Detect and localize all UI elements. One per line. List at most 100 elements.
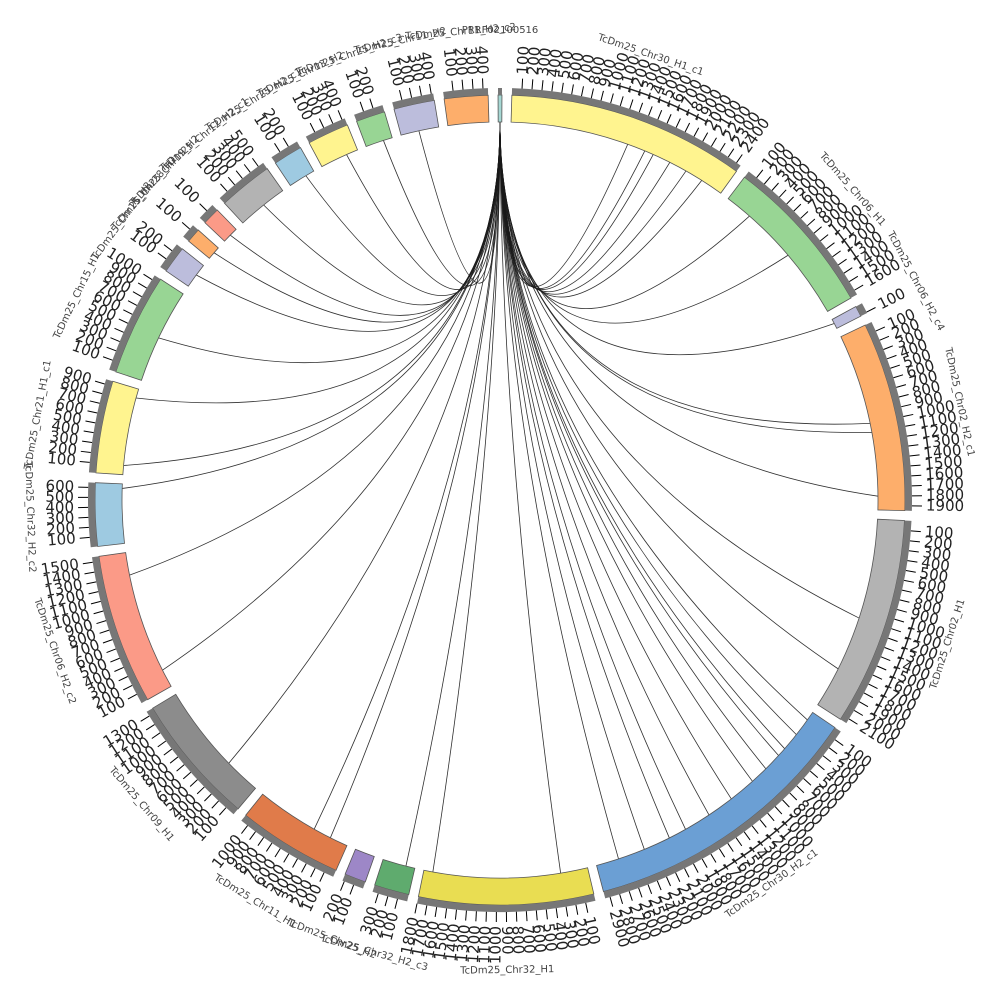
tick-mark (880, 656, 891, 662)
tick-mark (196, 786, 205, 795)
segment (374, 858, 416, 896)
tick-mark (85, 420, 96, 424)
segment (831, 306, 862, 329)
tick-mark (551, 81, 554, 92)
tick-mark (434, 907, 438, 918)
tick-mark (896, 384, 907, 388)
tick-mark (735, 837, 743, 847)
tick-mark (884, 647, 895, 652)
segment (98, 552, 172, 701)
tick-mark (901, 589, 912, 593)
tick-strip (91, 556, 148, 704)
tick-mark (905, 570, 916, 573)
tick-mark (337, 110, 343, 120)
tick-mark (736, 154, 743, 163)
segment-label: TcDm25_Chr32_H2_c2 (22, 460, 37, 572)
tick-mark (619, 96, 624, 107)
tick-label: 800 (508, 925, 527, 954)
tick-mark (879, 335, 890, 341)
tick-mark (675, 118, 681, 128)
tick-mark (848, 718, 858, 725)
tick-mark (123, 309, 133, 315)
tick-label: 1200 (919, 419, 960, 443)
tick-label: 400 (45, 498, 74, 517)
tick-strip (855, 303, 868, 317)
tick-label: 300 (462, 46, 482, 76)
tick-mark (908, 550, 919, 553)
tick-mark (96, 620, 107, 625)
tick-label: 1600 (925, 463, 964, 483)
tick-mark (702, 132, 709, 142)
tick-strip (498, 88, 502, 96)
link (499, 121, 785, 749)
tick-mark (767, 812, 775, 822)
segment (510, 94, 738, 194)
tick-mark (782, 799, 790, 808)
tick-mark (394, 898, 398, 909)
tick-mark (628, 891, 633, 901)
tick-mark (779, 189, 787, 198)
tick-label: 1700 (925, 475, 964, 494)
segment (596, 711, 836, 893)
tick-label: 200 (451, 46, 471, 76)
tick-mark (581, 86, 584, 97)
tick-mark (398, 90, 403, 100)
tick-mark (675, 872, 681, 882)
tick-label: 400 (416, 50, 439, 81)
tick-strip (342, 874, 366, 889)
tick-mark (454, 909, 457, 920)
link (499, 121, 879, 497)
tick-mark (600, 90, 604, 101)
tick-strip (392, 93, 435, 110)
tick-mark (666, 876, 671, 887)
tick-label: 1800 (926, 486, 964, 504)
tick-strip (109, 275, 161, 372)
link (263, 121, 501, 306)
tick-mark (465, 910, 467, 921)
tick-label: 1200 (464, 925, 484, 964)
tick-mark (906, 434, 917, 437)
tick-label: 1900 (926, 497, 964, 516)
tick-mark (80, 450, 91, 453)
tick-mark (719, 142, 726, 152)
tick-label: 100 (580, 915, 604, 947)
tick-mark (771, 182, 779, 191)
tick-label: 1300 (921, 430, 961, 453)
tick-mark (444, 908, 448, 919)
tick-mark (909, 540, 920, 543)
tick-mark (891, 628, 902, 633)
tick-label: 500 (45, 488, 74, 506)
tick-mark (252, 157, 259, 167)
tick-mark (751, 825, 759, 835)
tick-label: 600 (916, 574, 948, 597)
tick-mark (93, 610, 104, 615)
tick-mark (475, 911, 477, 922)
tick-mark (531, 79, 534, 90)
tick-mark (424, 905, 428, 916)
segment-label: TcDm25_Chr32_H1 (459, 964, 554, 976)
tick-mark (265, 842, 273, 852)
segment (356, 111, 393, 148)
tick-mark (571, 84, 574, 95)
tick-label: 200 (524, 46, 544, 76)
tick-mark (657, 110, 663, 120)
link (499, 121, 562, 874)
tick-mark (684, 122, 691, 133)
tick-label: 500 (52, 406, 84, 429)
tick-mark (872, 674, 883, 680)
tick-mark (102, 356, 113, 361)
tick-mark (369, 98, 374, 109)
tick-mark (89, 400, 100, 404)
tick-mark (78, 526, 89, 529)
link (418, 121, 501, 284)
link (499, 121, 619, 860)
tick-mark (834, 739, 844, 746)
tick-mark (793, 203, 802, 212)
tick-mark (163, 748, 173, 756)
tick-mark (763, 176, 772, 185)
tick-mark (648, 106, 653, 116)
tick-mark (274, 848, 281, 858)
segment (204, 209, 237, 242)
tick-label: 300 (405, 52, 428, 84)
tick-strip (417, 893, 596, 912)
